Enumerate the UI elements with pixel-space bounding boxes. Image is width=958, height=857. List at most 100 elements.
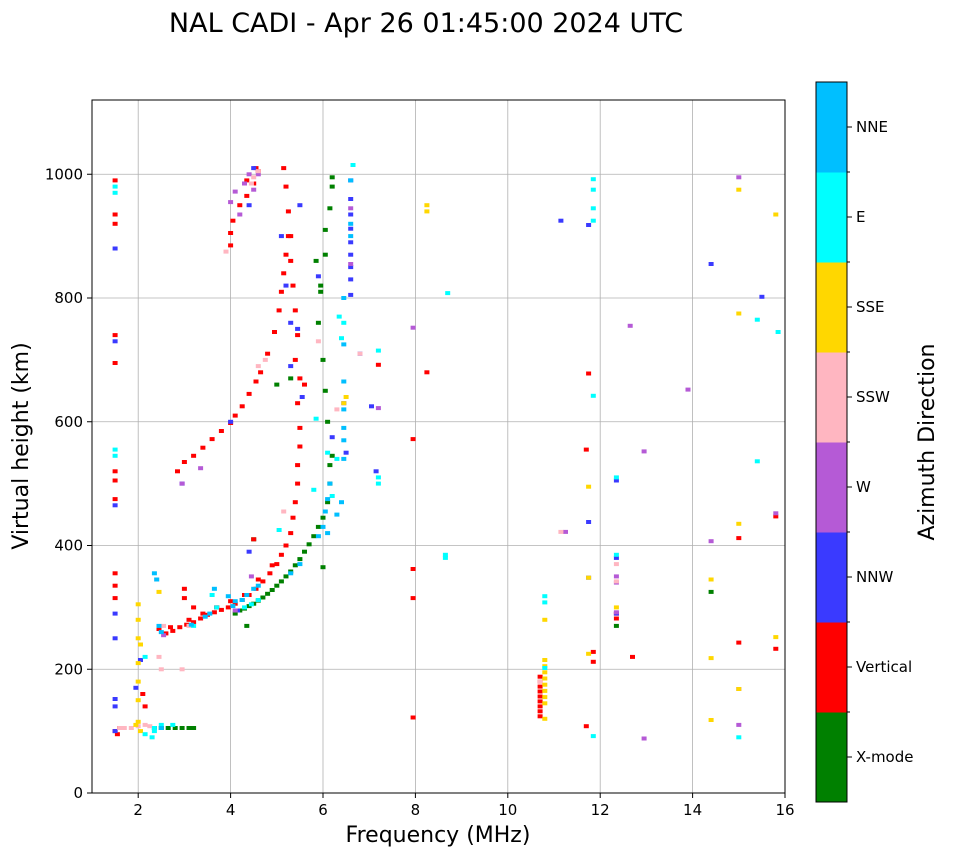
data-point bbox=[341, 379, 347, 384]
data-point bbox=[274, 382, 280, 387]
data-point bbox=[320, 357, 326, 362]
data-point bbox=[149, 735, 155, 740]
data-point bbox=[161, 623, 167, 628]
data-point bbox=[121, 726, 127, 730]
data-point bbox=[269, 588, 275, 592]
data-point bbox=[325, 500, 331, 505]
data-point bbox=[158, 726, 164, 730]
x-tick-label: 14 bbox=[683, 801, 702, 819]
data-point bbox=[311, 534, 317, 539]
data-point bbox=[288, 376, 294, 381]
data-point bbox=[410, 325, 416, 330]
data-point bbox=[590, 206, 596, 211]
data-point bbox=[276, 308, 282, 313]
colorbar-tick-label: NNW bbox=[856, 568, 893, 586]
data-point bbox=[334, 407, 340, 412]
data-point bbox=[179, 667, 185, 672]
data-point bbox=[135, 698, 141, 703]
data-point bbox=[292, 308, 298, 313]
data-point bbox=[138, 642, 143, 647]
data-point bbox=[244, 193, 250, 198]
data-point bbox=[708, 718, 714, 722]
data-point bbox=[191, 605, 197, 610]
data-point bbox=[329, 494, 335, 498]
data-point bbox=[322, 227, 328, 232]
x-tick-label: 16 bbox=[775, 801, 794, 819]
data-point bbox=[590, 218, 596, 223]
colorbar-segment bbox=[816, 352, 847, 443]
data-point bbox=[283, 252, 289, 257]
data-point bbox=[218, 429, 224, 433]
data-point bbox=[369, 404, 374, 409]
data-point bbox=[410, 437, 416, 442]
data-point bbox=[327, 206, 333, 211]
data-point bbox=[325, 497, 331, 502]
data-point bbox=[133, 722, 139, 727]
data-point bbox=[179, 481, 185, 486]
data-point bbox=[329, 453, 335, 458]
data-point bbox=[315, 274, 321, 279]
data-point bbox=[348, 292, 354, 297]
data-point bbox=[341, 407, 347, 412]
data-point bbox=[112, 697, 118, 701]
data-point bbox=[112, 361, 118, 365]
data-point bbox=[736, 536, 742, 541]
data-point bbox=[228, 243, 234, 248]
data-point bbox=[228, 200, 234, 205]
data-point bbox=[251, 187, 257, 192]
data-point bbox=[357, 351, 363, 356]
data-point bbox=[542, 617, 548, 622]
data-point bbox=[773, 514, 779, 519]
data-point bbox=[112, 704, 118, 709]
data-point bbox=[295, 333, 301, 338]
data-point bbox=[339, 500, 344, 505]
data-point bbox=[135, 617, 141, 622]
data-point bbox=[138, 729, 143, 734]
data-point bbox=[320, 515, 326, 520]
data-point bbox=[736, 640, 742, 645]
data-point bbox=[142, 654, 148, 659]
colorbar-segment bbox=[816, 622, 847, 713]
data-point bbox=[265, 591, 271, 596]
y-axis-ticks: 0 200 400 600 800 1000 bbox=[45, 165, 92, 802]
data-point bbox=[151, 571, 157, 576]
data-point bbox=[181, 586, 187, 591]
data-point bbox=[191, 453, 197, 458]
data-point bbox=[267, 571, 273, 576]
chart-title: NAL CADI - Apr 26 01:45:00 2024 UTC bbox=[169, 8, 683, 39]
x-tick-label: 6 bbox=[318, 801, 328, 819]
data-point bbox=[251, 537, 257, 542]
data-point bbox=[281, 166, 287, 171]
data-point bbox=[641, 449, 647, 454]
data-point bbox=[246, 391, 252, 396]
data-point bbox=[292, 500, 298, 505]
data-point bbox=[158, 667, 164, 672]
data-point bbox=[410, 567, 416, 571]
data-point bbox=[613, 579, 619, 584]
data-point bbox=[295, 481, 301, 486]
data-point bbox=[228, 231, 234, 235]
data-point bbox=[586, 223, 592, 227]
data-point bbox=[315, 534, 321, 539]
data-point bbox=[265, 351, 271, 356]
data-point bbox=[708, 539, 714, 544]
data-point bbox=[348, 234, 354, 239]
data-point bbox=[537, 704, 543, 709]
data-point bbox=[348, 206, 354, 211]
data-point bbox=[322, 388, 328, 393]
data-point bbox=[198, 616, 204, 621]
data-point bbox=[225, 594, 231, 599]
data-point bbox=[232, 601, 238, 606]
data-point bbox=[318, 283, 324, 288]
data-point bbox=[297, 562, 303, 567]
data-point bbox=[112, 571, 118, 576]
data-point bbox=[175, 469, 180, 474]
data-point bbox=[232, 189, 238, 194]
data-point bbox=[239, 598, 245, 602]
data-point bbox=[537, 684, 543, 689]
data-point bbox=[156, 627, 162, 631]
data-point bbox=[237, 212, 243, 217]
data-point bbox=[590, 187, 596, 192]
data-point bbox=[542, 682, 548, 687]
